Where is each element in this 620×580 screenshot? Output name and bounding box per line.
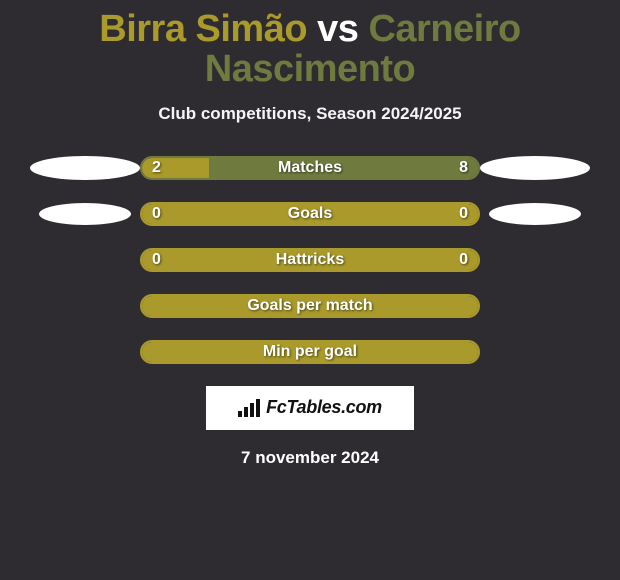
stat-label: Goals per match (142, 296, 478, 316)
stat-value-p2: 0 (459, 250, 468, 270)
player2-ellipse (480, 156, 590, 180)
player2-ellipse (489, 203, 581, 225)
stat-row: Min per goal (0, 340, 620, 364)
player1-ellipse (39, 203, 131, 225)
player1-name: Birra Simão (99, 8, 307, 50)
stat-bar: Min per goal (140, 340, 480, 364)
date-footer: 7 november 2024 (0, 448, 620, 468)
left-side-slot (30, 203, 140, 225)
stat-value-p2: 8 (459, 158, 468, 178)
stat-label: Min per goal (142, 342, 478, 362)
stat-label: Matches (142, 158, 478, 178)
stat-value-p2: 0 (459, 204, 468, 224)
subtitle: Club competitions, Season 2024/2025 (0, 104, 620, 124)
stat-label: Hattricks (142, 250, 478, 270)
stat-row: Goals per match (0, 294, 620, 318)
watermark-logo: FcTables.com (206, 386, 414, 430)
stat-bar: 2Matches8 (140, 156, 480, 180)
stat-bar: 0Hattricks0 (140, 248, 480, 272)
right-side-slot (480, 203, 590, 225)
player1-ellipse (30, 156, 140, 180)
stat-label: Goals (142, 204, 478, 224)
stat-bar: 0Goals0 (140, 202, 480, 226)
vs-separator: vs (307, 8, 368, 50)
left-side-slot (30, 156, 140, 180)
watermark-text: FcTables.com (266, 397, 382, 418)
stat-rows: 2Matches80Goals00Hattricks0Goals per mat… (0, 156, 620, 364)
stat-row: 0Goals0 (0, 202, 620, 226)
stat-row: 0Hattricks0 (0, 248, 620, 272)
stat-bar: Goals per match (140, 294, 480, 318)
comparison-infographic: Birra Simão vs Carneiro Nascimento Club … (0, 0, 620, 580)
right-side-slot (480, 156, 590, 180)
bars-icon (238, 399, 260, 417)
page-title: Birra Simão vs Carneiro Nascimento (0, 0, 620, 90)
stat-row: 2Matches8 (0, 156, 620, 180)
